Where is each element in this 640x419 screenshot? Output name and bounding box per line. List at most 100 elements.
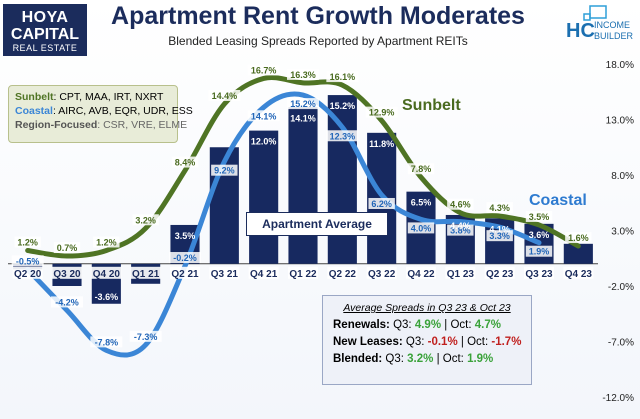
sunbelt-line (25, 74, 581, 259)
x-tick-label: Q3 22 (368, 269, 396, 280)
sunbelt-data-label-bg (93, 236, 120, 248)
coastal-data-label: 15.2% (290, 99, 316, 109)
coastal-data-label: -0.2% (173, 253, 197, 263)
coastal-data-label-bg (247, 110, 280, 122)
logo-line-2: CAPITAL (10, 26, 80, 43)
x-tick-bg (445, 266, 476, 279)
legend-region: Region-Focused: CSR, VRE, ELME (15, 119, 188, 131)
logo-line-3: REAL ESTATE (12, 43, 78, 53)
average-bar-label: -3.6% (95, 292, 119, 302)
sunbelt-data-label: 4.3% (489, 203, 510, 213)
legend-coastal: Coastal: AIRC, AVB, EQR, UDR, ESS (15, 105, 193, 117)
hoya-capital-logo: HOYA CAPITAL REAL ESTATE (3, 4, 87, 56)
legend-sunbelt: Sunbelt: CPT, MAA, IRT, NXRT (15, 91, 164, 103)
sunbelt-data-label-bg (287, 68, 319, 80)
average-bar-label: 3.5% (175, 231, 196, 241)
y-tick-label: 13.0% (606, 116, 634, 127)
sunbelt-data-label: 16.7% (251, 65, 277, 75)
sunbelt-data-label-bg (14, 236, 41, 248)
x-tick-label: Q1 21 (132, 269, 160, 280)
coastal-data-label: 3.8% (450, 226, 471, 236)
y-tick-label: 8.0% (611, 171, 634, 182)
x-tick-bg (288, 266, 318, 279)
coastal-data-label-bg (211, 164, 238, 176)
sunbelt-data-label-bg (565, 232, 592, 244)
spreads-heading: Average Spreads in Q3 23 & Oct 23 (343, 302, 511, 314)
x-tick-bg (406, 266, 436, 279)
sunbelt-data-label: 1.2% (96, 237, 117, 247)
sunbelt-data-label: 16.1% (330, 72, 356, 82)
logo-mark: HC (566, 20, 595, 42)
sunbelt-data-label-bg (407, 163, 435, 175)
x-tick-bg (209, 266, 240, 279)
y-tick-label: 18.0% (606, 60, 634, 71)
x-tick-label: Q2 20 (14, 269, 42, 280)
coastal-data-label: 12.3% (330, 131, 356, 141)
coastal-data-label-bg (287, 98, 319, 110)
coastal-data-label-bg (326, 130, 359, 142)
coastal-data-label: -0.5% (16, 256, 40, 266)
x-tick-label: Q2 22 (329, 269, 357, 280)
sunbelt-data-label: 3.5% (529, 212, 550, 222)
x-tick-label: Q4 22 (407, 269, 435, 280)
average-bar-label: 3.6% (529, 230, 550, 240)
legend-box: Sunbelt: CPT, MAA, IRT, NXRT Coastal: AI… (8, 85, 193, 143)
sunbelt-data-label: 1.6% (568, 233, 589, 243)
sunbelt-data-label-bg (247, 64, 280, 76)
x-tick-bg (524, 266, 554, 279)
sunbelt-data-label: 1.2% (17, 237, 38, 247)
income-builder-icon: HC INCOME BUILDER (566, 5, 634, 42)
coastal-data-label: 9.2% (214, 166, 235, 176)
coastal-data-label: -4.2% (55, 297, 79, 307)
sunbelt-data-label: 8.4% (175, 158, 196, 168)
x-tick-label: Q3 21 (211, 269, 239, 280)
sunbelt-data-label-bg (208, 89, 241, 101)
sunbelt-data-label: 14.4% (212, 91, 238, 101)
logo-word-1: INCOME (594, 20, 630, 30)
sunbelt-data-label: 16.3% (290, 70, 316, 80)
sunbelt-data-label-bg (486, 202, 513, 214)
coastal-line (25, 91, 542, 358)
sunbelt-data-label-bg (525, 210, 553, 222)
x-tick-bg (91, 266, 122, 279)
average-bar-label: 11.8% (369, 139, 394, 149)
x-tick-label: Q2 21 (171, 269, 199, 280)
coastal-data-label: -7.8% (95, 337, 119, 347)
x-tick-label: Q4 23 (565, 269, 593, 280)
sunbelt-data-label-bg (326, 71, 359, 83)
coastal-data-label-bg (11, 255, 44, 267)
average-bar-label: 12.0% (251, 137, 277, 147)
sunbelt-data-label-bg (53, 242, 81, 254)
sunbelt-data-label: 7.8% (411, 164, 432, 174)
average-bar (249, 130, 279, 264)
x-tick-bg (327, 266, 358, 279)
coastal-series-label: Coastal (529, 192, 587, 209)
sunbelt-data-label-bg (447, 198, 474, 210)
average-series-label: Apartment Average (246, 212, 388, 236)
coastal-data-label-bg (169, 252, 201, 264)
coastal-data-label-bg (51, 296, 83, 308)
sunbelt-data-label-bg (365, 106, 398, 118)
sunbelt-data-label-bg (171, 156, 199, 168)
logo-word-2: BUILDER (594, 31, 634, 41)
sunbelt-data-label-bg (132, 214, 159, 226)
spreads-box: Average Spreads in Q3 23 & Oct 23 Renewa… (322, 295, 532, 385)
coastal-data-label: 3.3% (489, 231, 510, 241)
sunbelt-data-label: 3.2% (135, 215, 156, 225)
x-tick-bg (12, 266, 43, 279)
chart-title: Apartment Rent Growth Moderates (111, 2, 525, 30)
coastal-data-label: 6.2% (371, 199, 392, 209)
average-bar (327, 95, 357, 264)
average-bar (288, 107, 318, 264)
y-tick-label: -12.0% (602, 393, 634, 404)
x-tick-bg (52, 266, 82, 279)
x-tick-bg (170, 266, 200, 279)
coastal-data-label-bg (447, 224, 474, 236)
x-tick-bg (366, 266, 397, 279)
x-tick-bg (484, 266, 515, 279)
coastal-data-label-bg (368, 197, 395, 209)
coastal-data-label: 14.1% (251, 111, 277, 121)
spreads-new-leases-row: New Leases: Q3: -0.1% | Oct: -1.7% (333, 336, 522, 348)
